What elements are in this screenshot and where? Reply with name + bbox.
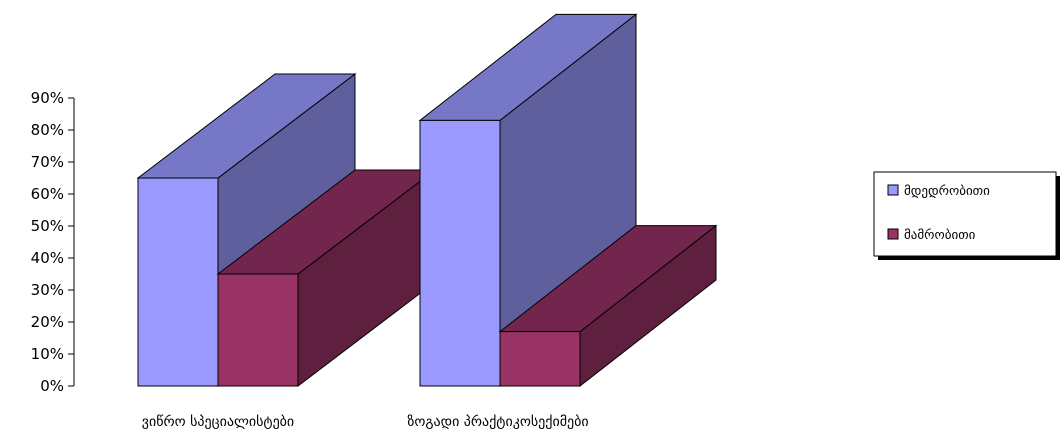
y-tick-label: 60% bbox=[31, 185, 64, 203]
bar-front-face bbox=[419, 119, 501, 387]
y-tick-label: 70% bbox=[31, 153, 64, 171]
legend-label: მამრობითი bbox=[904, 228, 976, 243]
bars bbox=[136, 13, 718, 388]
y-tick-label: 50% bbox=[31, 217, 64, 235]
x-axis-labels: ვიწრო სპეციალისტები ზოგადი პრაქტიკოსექიმე… bbox=[142, 413, 589, 430]
legend-swatch bbox=[887, 228, 899, 240]
x-category-label: ზოგადი პრაქტიკოსექიმები bbox=[407, 413, 588, 430]
legend-box bbox=[873, 171, 1057, 257]
y-tick-label: 90% bbox=[31, 89, 64, 107]
y-tick-label: 30% bbox=[31, 281, 64, 299]
x-category-label: ვიწრო სპეციალისტები bbox=[142, 413, 294, 430]
y-axis: 0% 10% 20% 30% 40% 50% 60% 70% 80% 90% bbox=[31, 89, 75, 395]
y-tick-label: 10% bbox=[31, 345, 64, 363]
bar-front-face bbox=[499, 331, 581, 387]
legend: მდედრობითი მამრობითი bbox=[873, 171, 1060, 260]
y-tick-label: 40% bbox=[31, 249, 64, 267]
bar-2-series-2 bbox=[498, 224, 718, 388]
y-tick-label: 20% bbox=[31, 313, 64, 331]
bar-front-face bbox=[137, 177, 219, 387]
legend-label: მდედრობითი bbox=[904, 184, 990, 199]
y-tick-label: 0% bbox=[40, 377, 64, 395]
bar-1-series-2 bbox=[216, 168, 437, 388]
legend-swatch bbox=[887, 184, 899, 196]
bar-front-face bbox=[217, 273, 299, 387]
y-tick-label: 80% bbox=[31, 121, 64, 139]
